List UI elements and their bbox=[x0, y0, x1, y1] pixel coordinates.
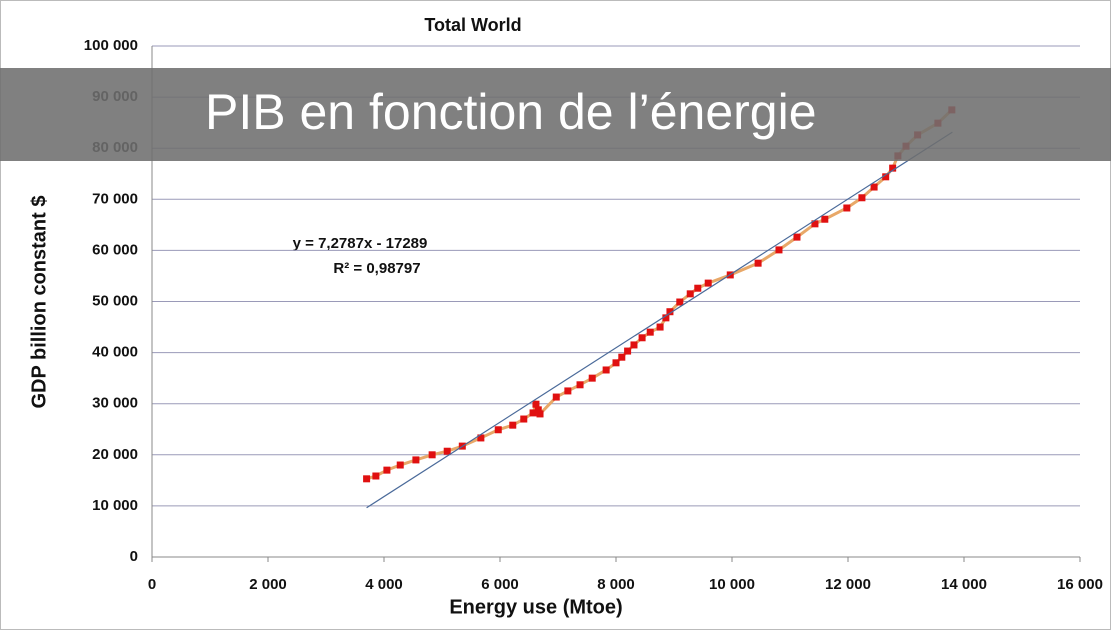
point bbox=[612, 359, 620, 367]
point bbox=[477, 434, 485, 442]
point bbox=[534, 406, 542, 414]
y-tick-label: 60 000 bbox=[92, 241, 138, 258]
y-tick-label: 100 000 bbox=[84, 37, 138, 54]
trend-line bbox=[366, 131, 953, 509]
x-tick-label: 4 000 bbox=[365, 576, 403, 593]
point bbox=[443, 447, 451, 455]
point bbox=[624, 347, 632, 355]
point bbox=[576, 381, 584, 389]
y-tick-label: 10 000 bbox=[92, 497, 138, 514]
y-tick-label: 20 000 bbox=[92, 446, 138, 463]
point bbox=[383, 466, 391, 474]
point bbox=[858, 194, 866, 202]
chart-title: Total World bbox=[424, 15, 521, 35]
point bbox=[363, 475, 371, 483]
point bbox=[396, 461, 404, 469]
point bbox=[372, 472, 380, 480]
equation: y = 7,2787x - 17289 bbox=[293, 235, 428, 252]
point bbox=[811, 220, 819, 228]
point bbox=[529, 409, 537, 417]
point bbox=[428, 451, 436, 459]
point bbox=[870, 183, 878, 191]
point bbox=[704, 279, 712, 287]
point bbox=[536, 410, 544, 418]
point bbox=[532, 400, 540, 408]
y-tick-label: 0 bbox=[130, 548, 138, 565]
r-squared: R² = 0,98797 bbox=[333, 260, 420, 277]
point bbox=[676, 298, 684, 306]
point bbox=[754, 259, 762, 267]
point bbox=[666, 308, 674, 316]
x-tick-label: 12 000 bbox=[825, 576, 871, 593]
x-tick-label: 8 000 bbox=[597, 576, 635, 593]
y-tick-label: 40 000 bbox=[92, 344, 138, 361]
y-tick-label: 70 000 bbox=[92, 190, 138, 207]
point bbox=[412, 456, 420, 464]
point bbox=[843, 204, 851, 212]
point bbox=[494, 426, 502, 434]
point bbox=[646, 328, 654, 336]
point bbox=[638, 334, 646, 342]
point bbox=[588, 374, 596, 382]
point bbox=[509, 421, 517, 429]
x-tick-label: 16 000 bbox=[1057, 576, 1103, 593]
x-axis-label: Energy use (Mtoe) bbox=[449, 596, 622, 618]
point bbox=[552, 393, 560, 401]
point bbox=[618, 353, 626, 361]
y-tick-label: 30 000 bbox=[92, 395, 138, 412]
x-tick-label: 2 000 bbox=[249, 576, 287, 593]
y-tick-label: 50 000 bbox=[92, 292, 138, 309]
point bbox=[686, 290, 694, 298]
banner bbox=[0, 68, 1111, 161]
point bbox=[602, 366, 610, 374]
x-tick-label: 0 bbox=[148, 576, 156, 593]
point bbox=[821, 215, 829, 223]
point bbox=[564, 387, 572, 395]
point bbox=[662, 314, 670, 322]
point bbox=[775, 246, 783, 254]
x-tick-label: 10 000 bbox=[709, 576, 755, 593]
point bbox=[656, 323, 664, 331]
y-axis-label: GDP billion constant $ bbox=[28, 196, 50, 409]
point bbox=[793, 233, 801, 241]
point bbox=[630, 341, 638, 349]
x-tick-label: 14 000 bbox=[941, 576, 987, 593]
x-tick-label: 6 000 bbox=[481, 576, 519, 593]
point bbox=[882, 173, 890, 181]
point bbox=[889, 164, 897, 172]
point bbox=[520, 415, 528, 423]
banner-text: PIB en fonction de l’énergie bbox=[205, 84, 817, 140]
point bbox=[694, 284, 702, 292]
